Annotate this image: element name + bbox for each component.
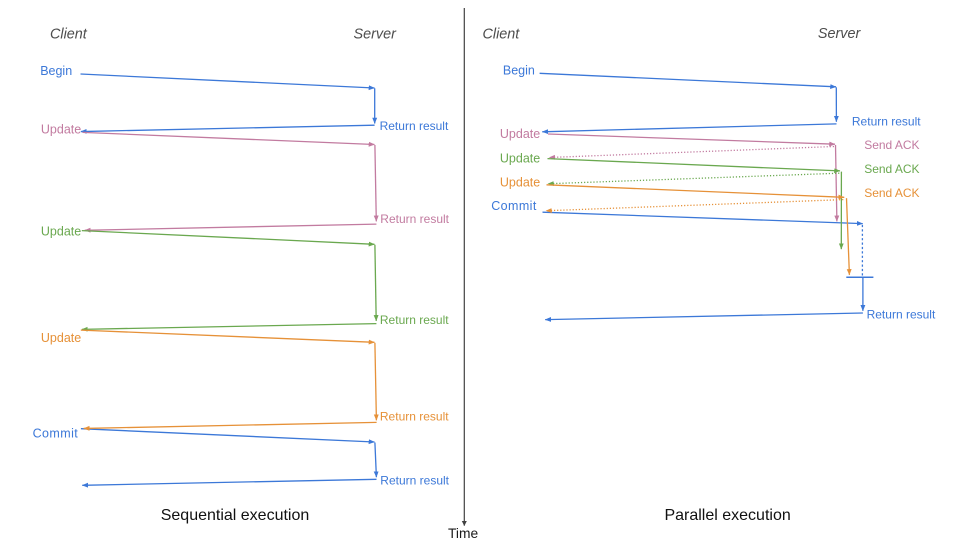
- svg-text:Update: Update: [500, 151, 540, 165]
- svg-text:Send ACK: Send ACK: [864, 186, 919, 200]
- svg-text:Time: Time: [448, 526, 478, 540]
- svg-text:Send ACK: Send ACK: [864, 162, 919, 176]
- svg-text:Update: Update: [41, 122, 81, 136]
- svg-text:Send ACK: Send ACK: [864, 138, 919, 152]
- svg-text:Update: Update: [41, 225, 81, 239]
- svg-text:Return result: Return result: [852, 114, 921, 128]
- svg-text:Return result: Return result: [380, 119, 449, 133]
- svg-text:Client: Client: [483, 27, 521, 43]
- svg-text:Return result: Return result: [867, 307, 936, 321]
- svg-text:Sequential execution: Sequential execution: [161, 507, 310, 524]
- svg-text:Commit: Commit: [33, 426, 79, 440]
- svg-text:Client: Client: [50, 27, 88, 43]
- svg-text:Return result: Return result: [380, 313, 449, 327]
- svg-text:Begin: Begin: [503, 63, 535, 77]
- svg-text:Commit: Commit: [491, 199, 537, 213]
- svg-text:Return result: Return result: [380, 212, 449, 226]
- svg-text:Update: Update: [500, 127, 540, 141]
- svg-text:Parallel execution: Parallel execution: [664, 507, 790, 524]
- svg-text:Server: Server: [818, 26, 862, 42]
- svg-text:Return result: Return result: [380, 474, 449, 488]
- svg-text:Server: Server: [354, 27, 398, 43]
- svg-text:Update: Update: [500, 175, 540, 189]
- svg-text:Begin: Begin: [40, 64, 72, 78]
- svg-text:Update: Update: [41, 331, 81, 345]
- svg-text:Return result: Return result: [380, 409, 449, 423]
